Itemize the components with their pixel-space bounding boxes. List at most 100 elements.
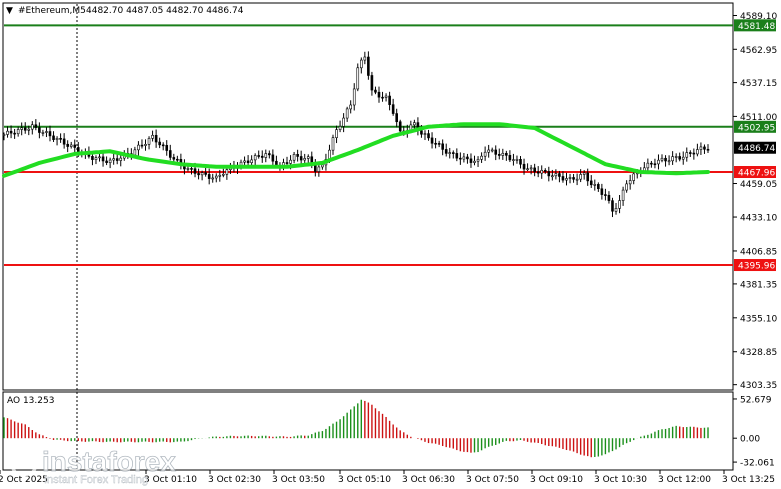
candle-body (48, 131, 52, 137)
candle-body (660, 157, 664, 161)
price-tick-label: 4562.95 (740, 46, 777, 56)
candle-body (625, 183, 628, 191)
candle-body (413, 122, 416, 126)
candle-body (246, 160, 250, 163)
candle-body (451, 152, 455, 154)
candle-body (526, 168, 529, 171)
candle-body (597, 184, 600, 190)
price-tick-label: 4303.35 (740, 381, 777, 391)
candle-body (455, 153, 459, 159)
time-tick-label: 3 Oct 09:10 (530, 475, 583, 485)
candle-body (646, 162, 650, 169)
ao-tick-label: -32.061 (740, 459, 775, 469)
candle-body (529, 167, 533, 170)
ao-tick-label: 0.00 (740, 435, 760, 445)
time-tick-label: 3 Oct 01:10 (144, 475, 197, 485)
candle-body (543, 170, 547, 172)
candle-body (34, 124, 38, 128)
candle-body (197, 173, 200, 176)
price-tick-label: 4459.05 (740, 180, 777, 190)
candle-body (321, 164, 324, 168)
price-tick-label: 4381.35 (740, 280, 777, 290)
level-tag-label: 4581.48 (738, 22, 775, 32)
candle-body (437, 143, 441, 145)
candle-body (582, 172, 586, 175)
main-chart-frame (2, 2, 734, 391)
candle-body (692, 152, 696, 155)
chart-collapse-icon[interactable]: ▼ (6, 6, 13, 16)
candle-body (681, 156, 685, 160)
candle-body (69, 144, 73, 147)
ohlc-readout: 4482.70 4487.05 4482.70 4486.74 (86, 6, 244, 16)
candle-body (540, 170, 544, 174)
price-tick-label: 4433.10 (740, 214, 777, 224)
candle-body (257, 155, 261, 157)
candle-body (462, 156, 466, 160)
candle-body (568, 177, 572, 179)
candle-body (398, 121, 402, 132)
candle-body (38, 127, 41, 133)
candle-body (108, 159, 112, 163)
candle-body (144, 144, 147, 146)
candle-body (27, 128, 31, 131)
candle-body (2, 134, 6, 136)
candle-body (250, 159, 253, 163)
candle-body (618, 200, 621, 209)
candle-body (604, 194, 607, 196)
candle-body (480, 155, 483, 160)
candle-body (342, 117, 345, 127)
candle-body (473, 160, 476, 163)
candle-body (345, 108, 349, 119)
candle-body (671, 156, 674, 162)
watermark-brand: instaforex (42, 446, 176, 477)
candle-body (193, 168, 197, 174)
candle-body (94, 157, 98, 160)
candle-body (628, 180, 632, 185)
candle-body (536, 171, 540, 174)
candle-body (225, 169, 229, 175)
time-tick-label: 3 Oct 02:30 (208, 475, 261, 485)
candle-body (289, 159, 292, 164)
price-tick-label: 4406.85 (740, 247, 777, 257)
ao-indicator-label: AO 13.253 (7, 396, 54, 406)
candle-body (165, 145, 169, 151)
time-tick-label: 3 Oct 10:30 (594, 475, 647, 485)
candle-body (586, 172, 590, 182)
candle-body (384, 95, 388, 98)
candle-body (59, 138, 62, 140)
candle-body (154, 135, 158, 143)
ao-panel-frame (2, 391, 734, 471)
candle-body (487, 149, 490, 153)
candle-body (119, 157, 123, 161)
candle-body (381, 96, 384, 99)
level-tag-bg (734, 19, 776, 32)
candle-body (512, 159, 515, 161)
candle-body (703, 146, 706, 150)
candle-body (52, 135, 55, 140)
price-tick-label: 4537.15 (740, 79, 777, 89)
watermark-tagline: Instant Forex Trading (44, 474, 148, 486)
level-tag-label: 4502.95 (738, 123, 775, 133)
time-axis: 2 Oct 2025 3 Oct 01:10 3 Oct 02:30 3 Oct 03… (0, 470, 775, 485)
candle-body (158, 141, 161, 146)
candle-body (207, 174, 211, 179)
candle-body (317, 166, 321, 172)
candle-body (73, 144, 77, 148)
candle-body (140, 144, 144, 147)
candle-body (632, 173, 636, 181)
candle-body (356, 67, 360, 90)
price-axis: 4589.10 4562.95 4537.15 4511.00 4459.05 4433.… (733, 12, 777, 391)
candle-body (204, 172, 207, 175)
candle-body (299, 156, 303, 161)
candle-body (497, 154, 501, 156)
candle-body (285, 162, 289, 164)
candle-body (706, 148, 710, 151)
candle-body (611, 200, 614, 212)
candle-body (653, 163, 657, 166)
candle-body (66, 143, 69, 147)
current-price-label: 4486.74 (738, 144, 775, 154)
candle-body (674, 156, 678, 158)
candle-body (91, 156, 94, 160)
candle-body (243, 160, 246, 163)
time-tick-label: 3 Oct 07:50 (466, 475, 519, 485)
